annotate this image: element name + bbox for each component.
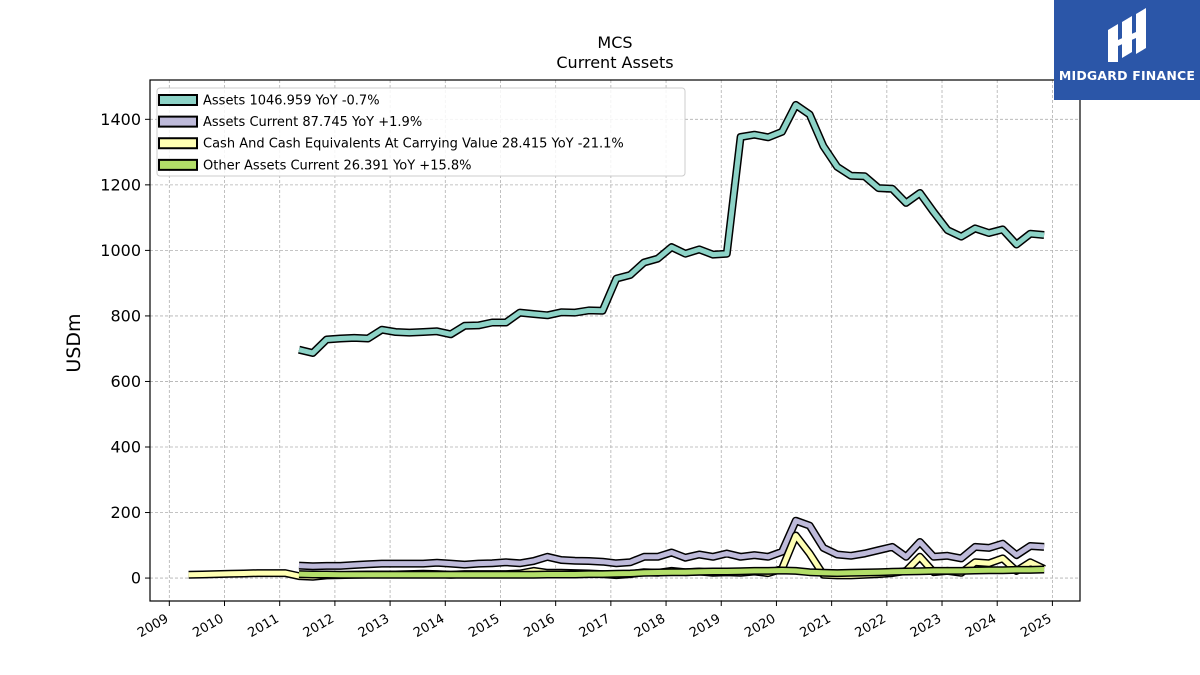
series-line [298,518,1045,569]
legend-box [156,87,686,177]
series-outline [298,516,1045,571]
x-tick-label: 2015 [466,611,502,641]
x-tick-label: 2021 [797,611,833,641]
grid [150,80,1080,601]
y-tick-label: 1400 [100,110,141,129]
legend: Assets 1046.959 YoY -0.7% Assets Current … [156,87,686,177]
series-line [298,102,1045,356]
x-tick-label: 2019 [687,611,723,641]
series-2 [298,516,1045,571]
y-tick-label: 800 [110,306,141,325]
x-tick-label: 2018 [632,611,668,641]
x-tick-label: 2020 [742,611,778,641]
y-tick-label: 600 [110,372,141,391]
plot-frame [149,79,1081,602]
legend-swatch [158,158,198,171]
series-1 [298,100,1045,357]
legend-swatch [158,94,198,106]
y-tick-label: 0 [131,569,141,588]
y-tick-label: 200 [110,503,141,522]
chart-title: MCS [597,33,632,52]
legend-swatch [158,115,198,128]
x-tick-label: 2012 [301,611,337,641]
legend-swatch [158,137,198,150]
x-tick-label: 2017 [577,611,613,641]
x-tick-label: 2025 [1018,611,1054,641]
legend-label: Assets Current 87.745 YoY +1.9% [203,115,422,130]
x-tick-label: 2016 [522,611,558,641]
legend-label: Other Assets Current 26.391 YoY +15.8% [203,158,472,173]
series-4 [298,565,1045,579]
y-axis-label: USDm [63,313,85,372]
brand-mark-icon [1108,8,1146,62]
chart-subtitle: Current Assets [556,53,673,72]
x-tick-label: 2014 [411,611,447,641]
y-tick-label: 400 [110,437,141,456]
legend-item: Other Assets Current 26.391 YoY +15.8% [158,158,472,173]
x-tick-label: 2022 [853,611,889,641]
x-tick-label: 2013 [356,611,392,641]
y-tick-label: 1200 [100,175,141,194]
x-tick-label: 2023 [908,611,944,641]
legend-item: Assets 1046.959 YoY -0.7% [158,94,380,109]
brand-name: MIDGARD FINANCE [1058,68,1196,83]
x-tick-label: 2011 [246,611,282,641]
brand-logo: MIDGARD FINANCE [1054,0,1200,100]
series-line [298,567,1045,578]
x-tick-label: 2009 [135,611,171,641]
legend-label: Cash And Cash Equivalents At Carrying Va… [203,137,624,152]
y-tick-label: 1000 [100,241,141,260]
x-tick-label: 2010 [190,611,226,641]
series-lines [188,100,1046,581]
legend-item: Cash And Cash Equivalents At Carrying Va… [158,137,624,152]
legend-item: Assets Current 87.745 YoY +1.9% [158,115,422,130]
legend-label: Assets 1046.959 YoY -0.7% [203,94,380,109]
x-tick-label: 2024 [963,611,999,641]
